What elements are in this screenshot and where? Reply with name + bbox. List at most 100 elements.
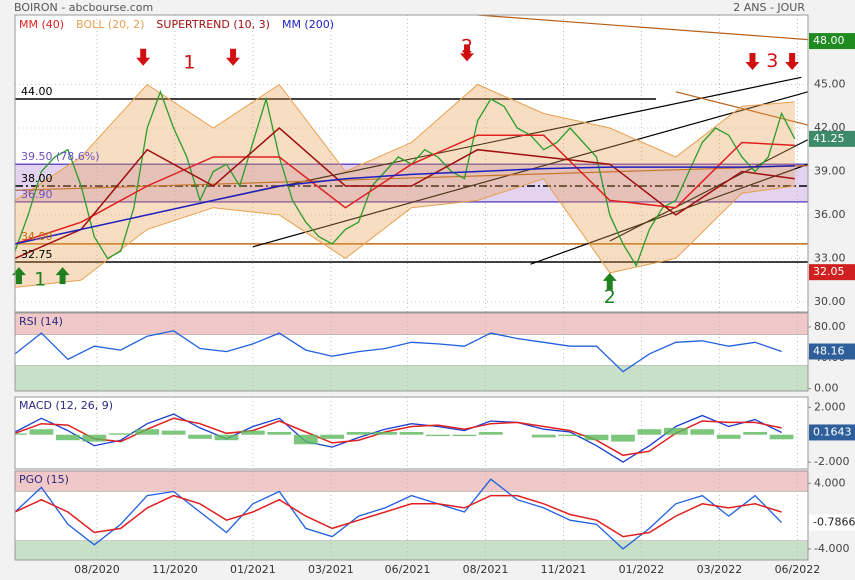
y-tick-label: -4.000 [814, 542, 849, 555]
header-period: 2 ANS - JOUR [733, 1, 805, 14]
histogram-bar [611, 434, 635, 442]
histogram-bar [452, 434, 477, 437]
level-label: 44.00 [21, 85, 53, 98]
series-line [15, 478, 783, 550]
histogram-bar [320, 434, 345, 439]
panel-border [14, 470, 809, 561]
boll-upper [15, 83, 795, 201]
legend-entry: MM (40) [19, 18, 64, 31]
x-tick-label: 01/2021 [230, 563, 276, 576]
value-badge [809, 343, 855, 360]
histogram-bar [108, 433, 133, 435]
signal-arrow [55, 267, 70, 285]
x-tick-label: 08/2021 [463, 563, 509, 576]
x-tick-label: 11/2021 [541, 563, 587, 576]
value-badge-label: 0.1643 [813, 425, 852, 438]
x-tick-label: 01/2022 [619, 563, 665, 576]
x-tick-label: 06/2021 [385, 563, 431, 576]
plot-area [15, 15, 808, 312]
histogram-bar [241, 430, 265, 435]
panel-border [14, 14, 809, 313]
level-label: 32.75 [21, 248, 53, 261]
histogram-bar [743, 431, 768, 435]
annotation: 1 [34, 269, 46, 291]
zone [15, 313, 808, 335]
y-tick-label: 2.000 [814, 400, 846, 413]
y-tick-label: 4.000 [814, 476, 846, 489]
histogram-bar [29, 429, 54, 435]
zone [15, 471, 808, 492]
histogram-bar [426, 434, 450, 437]
level-label: 34.00 [21, 230, 53, 243]
y-tick-label: 42.00 [814, 121, 846, 134]
panel-title: PGO (15) [19, 473, 69, 486]
trend-line [675, 91, 808, 126]
value-badge-label: 41.25 [813, 132, 845, 145]
trend-line [226, 76, 802, 199]
x-tick-label: 03/2021 [308, 563, 354, 576]
value-badge [809, 33, 855, 50]
series-line [15, 330, 782, 373]
histogram-bar [769, 434, 794, 440]
series-line [15, 127, 795, 260]
histogram-bar [15, 433, 27, 435]
zone [15, 540, 808, 560]
x-tick-label: 06/2022 [775, 563, 821, 576]
annotation: 2 [461, 35, 473, 57]
histogram-bar [558, 434, 582, 437]
trend-line [530, 163, 808, 265]
level-label: 39.50 (78.6%) [21, 150, 100, 163]
series-line [15, 494, 782, 538]
trend-line [609, 139, 808, 242]
y-tick-label: 80.00 [814, 320, 846, 333]
value-badge [809, 130, 855, 147]
legend-entry: BOLL (20, 2) [76, 18, 144, 31]
histogram-bar [663, 427, 688, 435]
histogram-bar [55, 434, 80, 441]
panel-border [14, 396, 809, 470]
header-title: BOIRON - abcbourse.com [14, 1, 153, 14]
histogram-bar [637, 429, 662, 435]
signal-arrow [136, 48, 151, 66]
histogram-bar [531, 434, 556, 438]
value-badge-label: 32.05 [813, 265, 845, 278]
plot-area [15, 397, 798, 469]
trend-line [477, 15, 808, 41]
value-badge [809, 424, 855, 441]
signal-arrow [460, 44, 475, 62]
histogram-bar [373, 431, 397, 435]
histogram-bar [161, 430, 186, 435]
histogram-bar [716, 434, 741, 439]
value-badge-label: 48.16 [813, 344, 845, 357]
signal-arrow [226, 48, 241, 66]
histogram-bar [399, 431, 424, 435]
panel-title: RSI (14) [19, 315, 63, 328]
signal-arrow [602, 272, 617, 290]
zone [15, 365, 808, 391]
x-tick-label: 11/2020 [152, 563, 198, 576]
annotation: 1 [183, 51, 195, 73]
level-label: 36.90 [21, 188, 53, 201]
series-line [15, 134, 795, 245]
panel-border [14, 312, 809, 392]
y-tick-label: 36.00 [814, 208, 846, 221]
plot-area [15, 471, 808, 560]
signal-arrow [785, 53, 800, 71]
histogram-bar [478, 431, 503, 435]
histogram-bar [267, 431, 292, 435]
level-label: 38.00 [21, 172, 53, 185]
y-tick-label: 33.00 [814, 251, 846, 264]
value-badge-label: -0.7866 [813, 516, 855, 529]
band [15, 164, 808, 202]
legend-entry: MM (200) [282, 18, 334, 31]
value-badge-label: 48.00 [813, 34, 845, 47]
histogram-bar [584, 434, 609, 441]
y-tick-label: 39.00 [814, 164, 846, 177]
histogram-bar [188, 434, 212, 439]
histogram-bar [690, 429, 715, 435]
plot-area [15, 313, 808, 391]
annotation: 2 [604, 286, 616, 308]
boll-lower [15, 178, 795, 288]
